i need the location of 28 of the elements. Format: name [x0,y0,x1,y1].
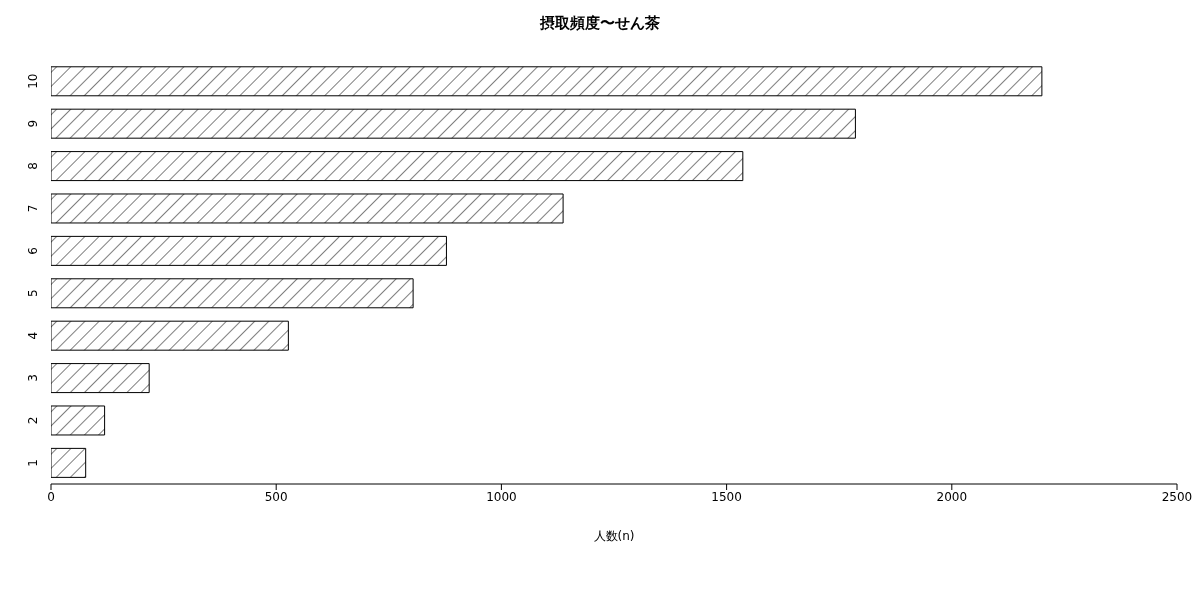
chart-title: 摂取頻度〜せん茶 [539,14,661,34]
y-tick-label: 1 [26,458,40,467]
bar [51,278,414,309]
bar [51,66,1043,97]
y-tick-label: 2 [26,416,40,425]
x-tick-label: 500 [264,489,288,504]
bar [51,235,447,266]
x-tick-label: 1000 [486,489,517,504]
bar [51,193,564,224]
x-axis-title: 人数(n) [593,529,635,543]
y-tick-label: 10 [26,73,40,89]
y-tick-label: 6 [26,246,40,255]
y-tick-label: 7 [26,204,40,213]
bar [51,151,744,182]
x-tick-label: 0 [47,489,55,504]
x-tick-label: 1500 [711,489,742,504]
x-tick-label: 2000 [936,489,968,504]
y-tick-label: 3 [26,374,40,382]
y-tick-label: 9 [26,119,40,128]
y-tick-label: 4 [26,331,40,340]
bar [51,108,856,139]
bar [51,447,87,478]
bar [51,405,106,436]
x-tick-label: 2500 [1161,489,1193,504]
y-tick-label: 5 [26,289,40,298]
bar [51,363,150,394]
y-tick-label: 8 [26,162,40,170]
bar [51,320,289,351]
